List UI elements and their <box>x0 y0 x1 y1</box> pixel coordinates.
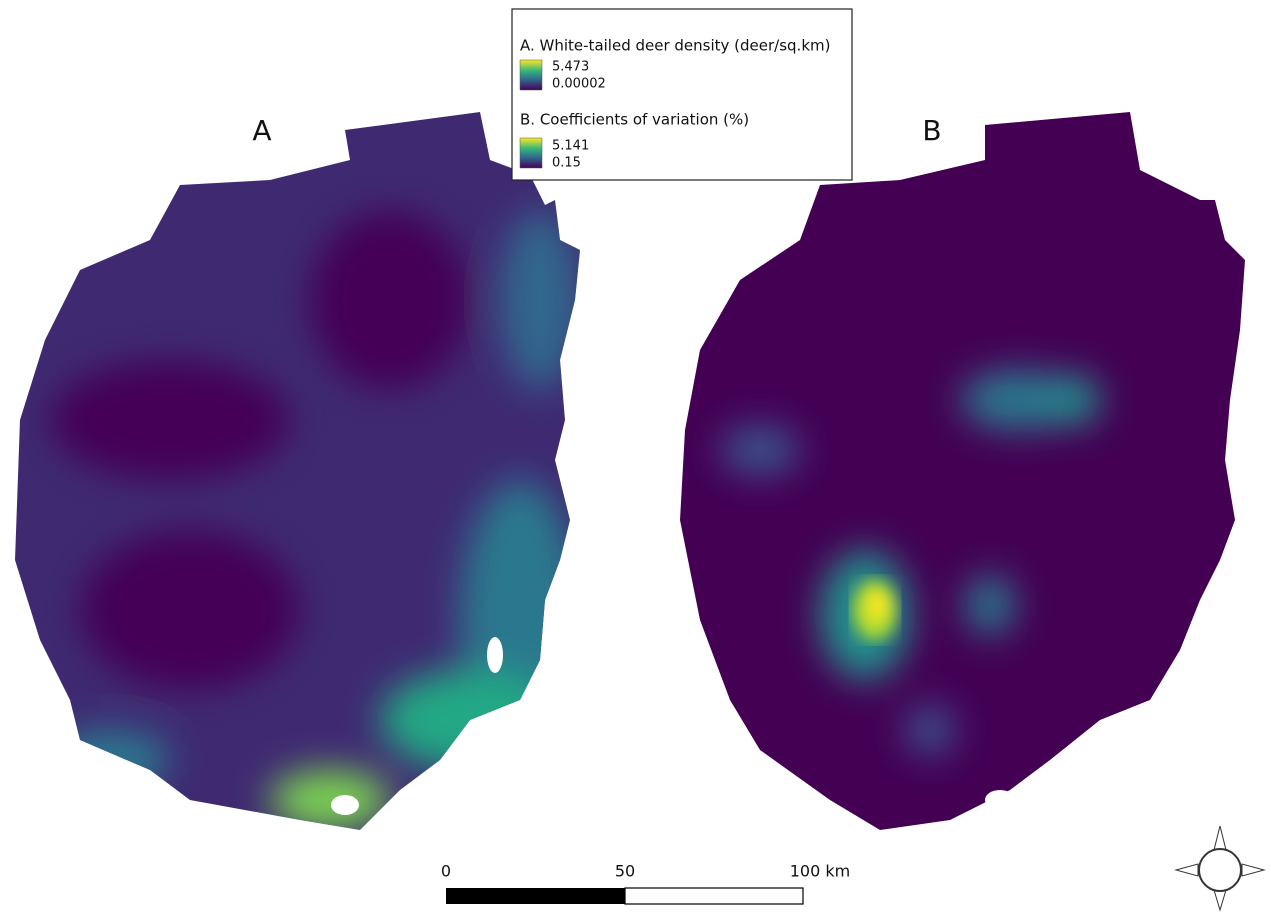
scale-label: 0 <box>441 862 451 881</box>
color-ramp <box>520 138 542 168</box>
legend-min: 0.00002 <box>552 77 606 92</box>
north-arrow <box>1176 826 1264 910</box>
lake <box>985 790 1015 810</box>
legend-min: 0.15 <box>552 156 581 171</box>
legend-max: 5.473 <box>552 60 589 75</box>
panel-label: A <box>252 114 271 147</box>
legend: A. White-tailed deer density (deer/sq.km… <box>512 9 852 180</box>
panel-label: B <box>922 114 941 147</box>
lake <box>331 795 359 815</box>
scale-label: 100 km <box>790 862 850 881</box>
legend-title: B. Coefficients of variation (%) <box>520 111 749 129</box>
map-a <box>0 100 600 840</box>
lake <box>487 637 503 673</box>
scale-bar: 0 50 100 km <box>441 862 850 905</box>
legend-title: A. White-tailed deer density (deer/sq.km… <box>520 37 830 55</box>
scale-label: 50 <box>615 862 635 881</box>
map-figure: A B A. White-tailed deer density (deer/s… <box>0 0 1271 912</box>
map-b <box>670 100 1270 840</box>
legend-max: 5.141 <box>552 139 589 154</box>
color-ramp <box>520 60 542 90</box>
